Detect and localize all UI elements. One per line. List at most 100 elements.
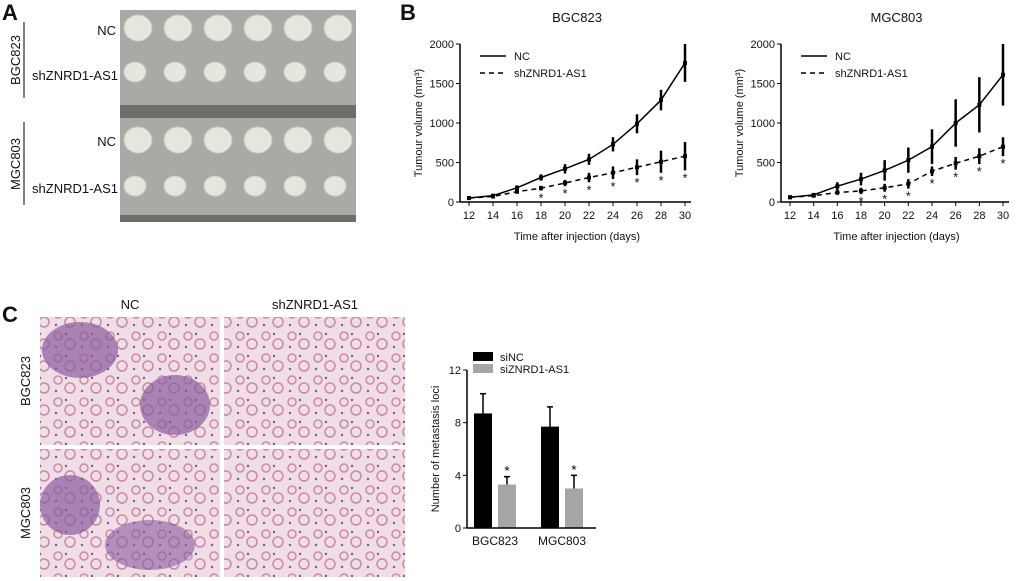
significance-marker: * xyxy=(882,192,887,207)
tumour-sample xyxy=(283,126,313,154)
legend-label: NC xyxy=(514,51,530,63)
series-line xyxy=(468,62,686,199)
x-tick-label: 12 xyxy=(784,210,796,222)
y-tick-label: 8 xyxy=(455,418,461,430)
tumour-sample xyxy=(283,175,307,197)
data-point xyxy=(611,170,615,175)
significance-marker: * xyxy=(538,191,543,206)
significance-marker: * xyxy=(929,176,934,191)
data-point xyxy=(835,190,840,195)
y-tick-label: 2000 xyxy=(751,39,775,51)
x-tick-label: 16 xyxy=(511,210,523,222)
x-axis-label: Time after injection (days) xyxy=(514,231,640,243)
tumour-sample xyxy=(123,14,153,42)
tumour-sample xyxy=(163,175,187,197)
x-tick-label: 30 xyxy=(679,210,691,222)
tumour-sample xyxy=(323,61,347,83)
data-point xyxy=(835,184,840,189)
x-tick-label: 22 xyxy=(902,210,914,222)
tumour-sample xyxy=(163,61,187,83)
row-label: shZNRD1-AS1 xyxy=(32,181,118,196)
tumour-sample xyxy=(203,126,233,154)
legend-swatch xyxy=(473,364,493,373)
data-point xyxy=(659,98,663,103)
series-line xyxy=(789,74,1004,199)
histology-image xyxy=(224,449,405,577)
tumour-sample xyxy=(323,175,347,197)
data-point xyxy=(563,181,567,186)
data-point xyxy=(930,144,934,149)
y-axis-label: Tumour volume (mm³) xyxy=(413,69,425,177)
x-tick-label: 14 xyxy=(487,210,499,222)
chart-title: MGC803 xyxy=(870,10,922,25)
significance-marker: * xyxy=(571,461,577,477)
significance-marker: * xyxy=(682,170,687,185)
tumour-sample xyxy=(243,14,273,42)
ruler xyxy=(120,105,356,118)
data-point xyxy=(906,158,911,163)
data-point xyxy=(467,196,471,201)
x-tick-label: 18 xyxy=(855,210,867,222)
tumour-sample xyxy=(283,14,313,42)
data-point xyxy=(882,168,887,173)
bar-chart-metastasis: siNC * * siZNRD1-AS1 0 4 8 12 BGC823 MGC803 Number… xyxy=(430,352,596,548)
y-tick-label: 500 xyxy=(436,158,454,170)
y-tick-label: 1500 xyxy=(751,79,775,91)
row-label: shZNRD1-AS1 xyxy=(32,68,118,83)
tumour-sample xyxy=(123,126,153,154)
data-point xyxy=(515,185,519,190)
tumour-photo xyxy=(120,10,356,222)
tumour-sample xyxy=(323,126,353,154)
tumour-sample xyxy=(283,61,307,83)
data-point xyxy=(587,157,591,162)
data-point xyxy=(635,121,639,126)
legend-label: NC xyxy=(835,51,851,63)
histology-image xyxy=(224,317,405,445)
x-axis-label: Time after injection (days) xyxy=(833,231,959,243)
row-label: MGC803 xyxy=(18,487,33,539)
significance-marker: * xyxy=(634,175,639,190)
data-point xyxy=(930,169,934,174)
data-point xyxy=(683,60,687,65)
y-tick-label: 12 xyxy=(449,365,461,377)
bar xyxy=(498,484,516,528)
legend-label: siNC xyxy=(500,352,524,364)
data-point xyxy=(659,159,663,164)
data-point xyxy=(683,154,687,159)
x-tick-label: 26 xyxy=(950,210,962,222)
y-tick-label: 0 xyxy=(455,523,461,535)
metastasis-nodule xyxy=(42,322,118,378)
metastasis-nodule xyxy=(105,520,195,570)
legend-swatch xyxy=(473,352,493,361)
x-tick-label: 26 xyxy=(631,210,643,222)
tumour-sample xyxy=(123,175,147,197)
bar xyxy=(565,488,583,528)
panel-b-label: B xyxy=(400,0,416,25)
group-label-bgc823: BGC823 xyxy=(8,35,23,85)
data-point xyxy=(539,186,543,191)
significance-marker: * xyxy=(504,463,510,479)
y-tick-label: 0 xyxy=(448,197,454,209)
x-tick-label: MGC803 xyxy=(538,534,586,548)
y-tick-label: 4 xyxy=(455,470,461,482)
data-point xyxy=(1001,72,1005,77)
series-line xyxy=(468,155,686,199)
data-point xyxy=(635,165,639,170)
data-point xyxy=(977,154,982,159)
tumour-sample xyxy=(203,175,227,197)
data-point xyxy=(953,121,958,125)
x-tick-label: 16 xyxy=(831,210,843,222)
x-tick-label: 22 xyxy=(583,210,595,222)
tumour-sample xyxy=(203,61,227,83)
legend-label: siZNRD1-AS1 xyxy=(500,364,569,376)
significance-marker: * xyxy=(858,194,863,209)
series-line xyxy=(789,146,1004,199)
significance-marker: * xyxy=(1000,156,1005,171)
data-point xyxy=(515,189,519,194)
tumour-sample xyxy=(163,126,193,154)
histology-images xyxy=(40,317,405,577)
chart-title: BGC823 xyxy=(552,10,602,25)
x-tick-label: 28 xyxy=(973,210,985,222)
y-tick-label: 500 xyxy=(757,158,775,170)
